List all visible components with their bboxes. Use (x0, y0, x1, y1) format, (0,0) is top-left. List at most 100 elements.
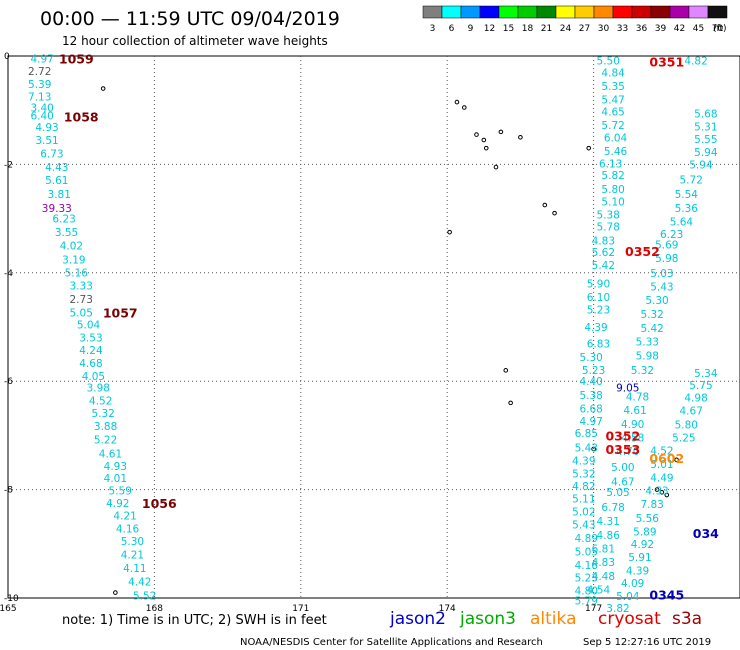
colorbar-label: 27 (579, 24, 590, 34)
wave-height-label: 4.39 (572, 455, 595, 467)
footer-note: note: 1) Time is in UTC; 2) SWH is in fe… (62, 613, 327, 628)
wave-height-label: 5.59 (109, 486, 132, 498)
colorbar-swatch (688, 5, 709, 19)
wave-height-label: 4.93 (35, 122, 58, 134)
wave-height-label: 4.80 (575, 585, 598, 597)
wave-height-label: 4.09 (621, 578, 644, 590)
wave-height-label: 4.02 (60, 241, 83, 253)
colorbar-swatch (536, 5, 557, 19)
wave-height-label: 4.33 (645, 486, 668, 498)
colorbar-swatch (441, 5, 462, 19)
time-labels: 1059105810571056035103520352035306020340… (59, 52, 719, 603)
wave-height-label: 4.49 (650, 473, 673, 485)
wave-height-label: 5.64 (670, 216, 694, 228)
colorbar-swatch (460, 5, 481, 19)
land-mark (542, 202, 548, 208)
wave-height-label: 6.85 (575, 428, 598, 440)
wave-height-label: 3.98 (87, 383, 110, 395)
land-mark (508, 400, 513, 406)
x-tick-label: 174 (439, 604, 456, 614)
pass-time-label: 1056 (142, 496, 177, 511)
wave-height-label: 6.23 (52, 214, 75, 226)
wave-height-label: 4.31 (597, 516, 620, 528)
wave-height-label: 5.34 (694, 368, 718, 380)
wave-height-label: 6.73 (40, 149, 63, 161)
colorbar-swatch (422, 5, 443, 19)
land-mark (474, 132, 479, 137)
wave-height-label: 5.32 (631, 365, 654, 377)
colorbar-swatch (650, 5, 671, 19)
wave-height-label: 5.56 (636, 513, 660, 525)
wave-height-label: 5.43 (575, 442, 598, 454)
wave-height-label: 5.82 (601, 170, 624, 182)
wave-height-label: 4.82 (684, 55, 707, 67)
wave-height-label: 4.67 (680, 405, 703, 417)
wave-height-label: 5.52 (133, 590, 156, 602)
land-mark (503, 368, 509, 373)
wave-height-label: 5.10 (601, 196, 624, 208)
wave-height-label: 5.43 (650, 281, 673, 293)
wave-height-label: 6.83 (587, 338, 610, 350)
wave-height-label: 4.82 (572, 481, 595, 493)
page-title: 00:00 — 11:59 UTC 09/04/2019 (40, 8, 340, 30)
land-mark (493, 164, 499, 170)
colorbar-label: 3 (430, 24, 436, 34)
wave-height-label: 3.33 (70, 280, 93, 292)
land-mark (674, 457, 679, 463)
wave-height-label: 5.23 (582, 365, 605, 377)
land-mark (100, 86, 106, 91)
wave-height-label: 6.04 (604, 132, 628, 144)
wave-height-label: 5.22 (94, 435, 117, 447)
wave-height-label: 9.05 (616, 383, 639, 395)
wave-height-label: 5.54 (675, 189, 699, 201)
wave-height-label: 5.30 (579, 352, 602, 364)
wave-height-label: 4.54 (587, 584, 611, 596)
pass-time-label: 0345 (649, 588, 684, 603)
wave-height-label: 6.68 (579, 403, 602, 415)
wave-height-label: 4.97 (579, 416, 602, 428)
wave-height-label: 3.40 (30, 102, 53, 114)
wave-height-label: 4.11 (123, 563, 146, 575)
legend-altika: altika (530, 609, 577, 629)
wave-height-label: 5.35 (601, 81, 624, 93)
colorbar-swatch (498, 5, 519, 19)
land-mark (481, 137, 487, 143)
wave-height-label: 6.78 (601, 502, 624, 514)
wave-height-label: 5.38 (597, 209, 620, 221)
colorbar-label: 45 (693, 24, 704, 34)
x-tick-label: 168 (146, 604, 163, 614)
wave-height-label: 5.23 (587, 305, 610, 317)
colorbar-label: 30 (598, 24, 610, 34)
y-tick-label: -4 (4, 269, 13, 279)
wave-height-label: 4.52 (650, 446, 673, 458)
wave-height-label: 5.04 (77, 319, 101, 331)
legend-s3a: s3a (672, 609, 702, 629)
wave-height-label: 5.68 (694, 108, 717, 120)
x-tick-label: 177 (585, 604, 602, 614)
wave-height-label: 4.21 (121, 550, 144, 562)
footer-credit: NOAA/NESDIS Center for Satellite Applica… (240, 637, 543, 648)
pass-time-label: 0602 (649, 451, 684, 466)
y-tick-labels: 0 -2 -4 -6 -8 -10 (4, 52, 19, 604)
wave-height-label: 5.79 (575, 596, 598, 608)
wave-height-label: 4.89 (575, 533, 598, 545)
wave-height-label: 5.94 (694, 147, 718, 159)
land-mark (518, 135, 523, 140)
wave-height-label: 3.19 (62, 254, 85, 266)
y-tick-label: -2 (4, 160, 13, 170)
wave-height-label: 4.21 (113, 511, 136, 523)
pass-time-label: 034 (693, 526, 719, 541)
wave-height-label: 5.50 (597, 55, 620, 67)
colorbar-label: 33 (617, 24, 628, 34)
land-marks (100, 86, 679, 595)
wave-height-label: 5.23 (575, 572, 598, 584)
wave-height-label: 4.61 (99, 448, 122, 460)
wave-height-label: 5.46 (604, 146, 628, 158)
wave-height-label: 5.90 (587, 279, 610, 291)
colorbar-unit: (ft) (713, 24, 727, 34)
colorbar-label: 15 (503, 24, 514, 34)
wave-height-label: 5.36 (675, 203, 699, 215)
wave-height-label: 5.62 (592, 247, 615, 259)
wave-height-label: 4.70 (616, 446, 639, 458)
